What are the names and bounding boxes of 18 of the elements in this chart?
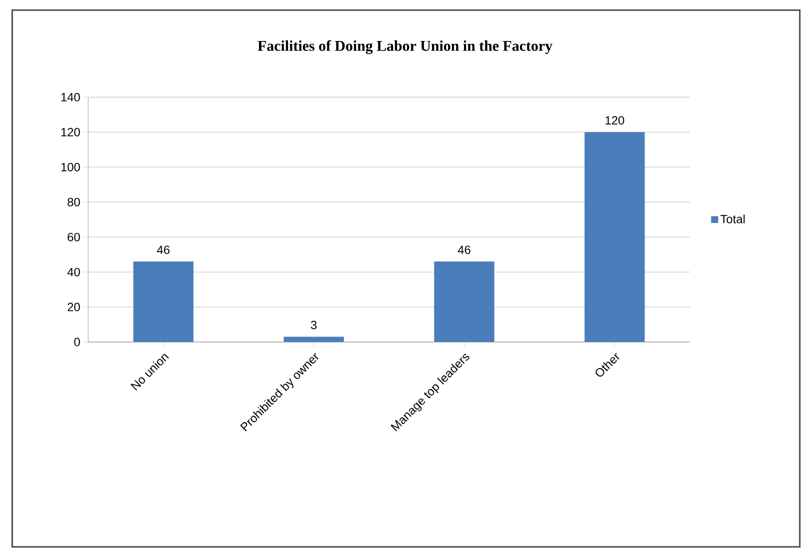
y-tick-label: 60 <box>68 232 80 242</box>
y-tick-label: 20 <box>68 302 80 312</box>
legend-label: Total <box>720 214 745 224</box>
bar <box>284 336 344 342</box>
chart-title: Facilities of Doing Labor Union in the Factory <box>258 40 552 54</box>
y-tick-label: 40 <box>67 268 80 276</box>
y-tick-label: 120 <box>61 128 80 136</box>
bar <box>584 132 645 342</box>
y-tick-label: 0 <box>74 338 80 346</box>
data-label: 46 <box>157 246 170 254</box>
data-label: 120 <box>606 116 624 125</box>
bar <box>133 262 194 342</box>
bar <box>434 262 494 342</box>
y-tick-label: 140 <box>61 92 80 102</box>
data-label: 3 <box>310 320 317 330</box>
data-label: 46 <box>458 246 470 254</box>
y-tick-label: 80 <box>68 198 80 206</box>
y-tick-label: 100 <box>61 162 80 172</box>
